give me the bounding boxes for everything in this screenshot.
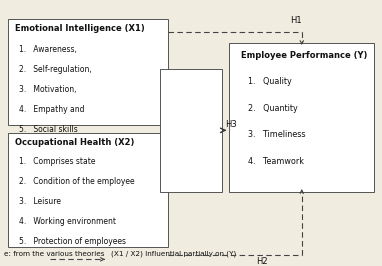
Text: e: from the various theories: e: from the various theories (4, 251, 104, 257)
Bar (8, 19, 168, 125)
Text: 4.   Empathy and: 4. Empathy and (19, 105, 84, 114)
Text: 5.   Protection of employees: 5. Protection of employees (19, 237, 126, 246)
Text: Employee Performance (Y): Employee Performance (Y) (241, 51, 367, 60)
Text: 3.   Timeliness: 3. Timeliness (248, 130, 306, 139)
Text: 1.   Awareness,: 1. Awareness, (19, 45, 77, 54)
Text: 2.   Self-regulation,: 2. Self-regulation, (19, 65, 92, 74)
Text: 4.   Teamwork: 4. Teamwork (248, 157, 304, 166)
Text: 5.   Social skills: 5. Social skills (19, 125, 78, 134)
Text: 2.   Quantity: 2. Quantity (248, 104, 298, 113)
Text: Occupational Health (X2): Occupational Health (X2) (15, 138, 135, 147)
Text: 3.   Motivation,: 3. Motivation, (19, 85, 77, 94)
Text: (X1 / X2) Influential partially on (Y): (X1 / X2) Influential partially on (Y) (111, 251, 236, 257)
Text: (X1 and X2) Influential simultaneous on (Y): (X1 and X2) Influential simultaneous on … (111, 265, 266, 266)
Bar (160, 69, 222, 192)
Text: 2.   Condition of the employee: 2. Condition of the employee (19, 177, 135, 186)
Text: 1.   Quality: 1. Quality (248, 77, 292, 86)
Text: Emotional Intelligence (X1): Emotional Intelligence (X1) (15, 24, 145, 33)
Text: 1.   Comprises state: 1. Comprises state (19, 157, 96, 166)
Text: H2: H2 (256, 257, 267, 266)
Text: 3.   Leisure: 3. Leisure (19, 197, 61, 206)
Text: 4.   Working environment: 4. Working environment (19, 217, 116, 226)
Text: H3: H3 (225, 120, 237, 129)
Bar (229, 43, 374, 192)
Text: H1: H1 (290, 16, 302, 25)
Bar (8, 133, 168, 247)
